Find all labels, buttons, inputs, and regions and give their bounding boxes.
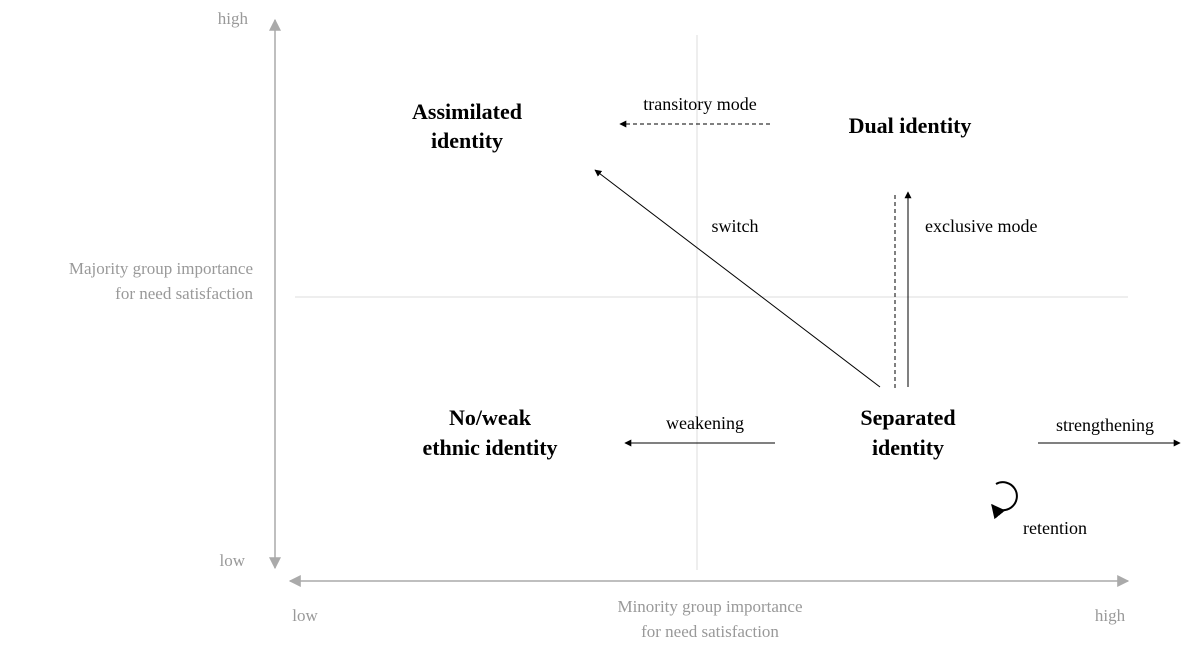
node-label: No/weak bbox=[449, 405, 532, 430]
x-title: Minority group importance bbox=[617, 597, 802, 616]
node-label: Separated bbox=[860, 405, 955, 430]
y-title: for need satisfaction bbox=[115, 284, 253, 303]
cycle-arrow bbox=[991, 481, 1018, 520]
arrow-label: switch bbox=[712, 216, 759, 236]
node-label: ethnic identity bbox=[422, 435, 557, 460]
arrow-label: transitory mode bbox=[643, 94, 756, 114]
x-low: low bbox=[292, 606, 318, 625]
y-low: low bbox=[220, 551, 246, 570]
node-label: Assimilated bbox=[412, 99, 522, 124]
arrow-label: exclusive mode bbox=[925, 216, 1037, 236]
y-title: Majority group importance bbox=[69, 259, 253, 278]
arrow-label: retention bbox=[1023, 518, 1087, 538]
node-label: identity bbox=[872, 435, 944, 460]
arrow-label: weakening bbox=[666, 413, 744, 433]
arrow bbox=[594, 169, 881, 388]
node-label: identity bbox=[431, 128, 503, 153]
x-high: high bbox=[1095, 606, 1126, 625]
node-label: Dual identity bbox=[849, 113, 972, 138]
x-title: for need satisfaction bbox=[641, 622, 779, 641]
arrow-label: strengthening bbox=[1056, 415, 1154, 435]
y-high: high bbox=[218, 9, 249, 28]
